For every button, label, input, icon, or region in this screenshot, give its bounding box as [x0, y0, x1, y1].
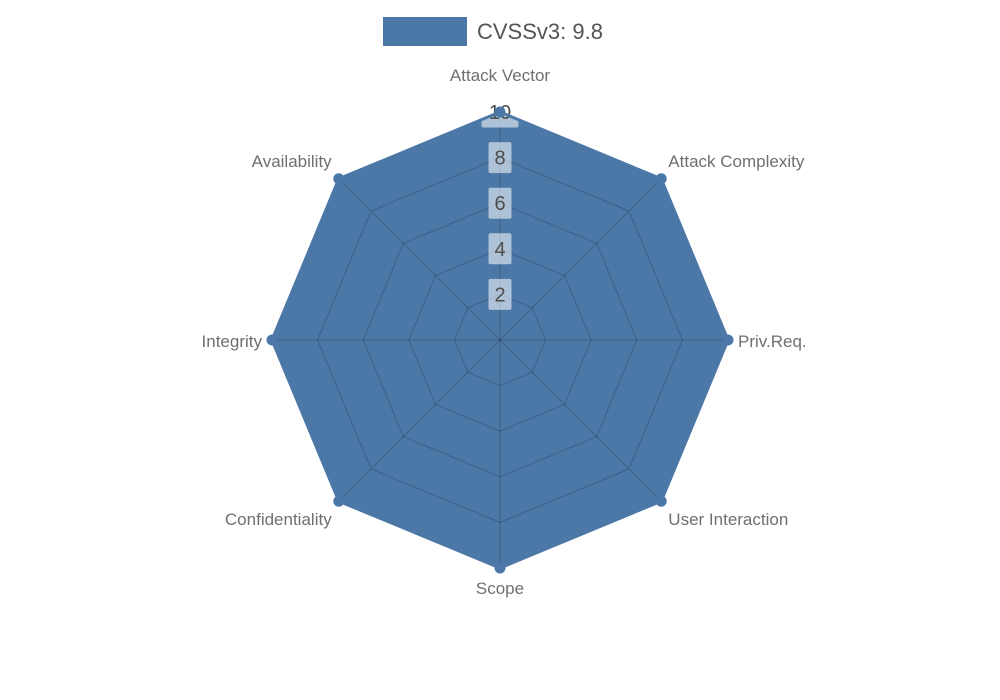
tick-box	[488, 187, 512, 219]
grid-spoke	[499, 178, 662, 341]
axis-label-user-interaction: User Interaction	[668, 510, 788, 529]
grid-spoke	[499, 339, 662, 502]
tick-label: 2	[494, 284, 505, 306]
grid-ring	[453, 293, 547, 387]
tick-box	[488, 142, 512, 174]
series-point	[494, 562, 506, 574]
series-point	[655, 173, 667, 185]
series-point	[333, 495, 345, 507]
tick-label: 8	[494, 148, 505, 170]
tick-box	[488, 233, 512, 265]
series-point	[494, 106, 506, 118]
grid-ring	[362, 202, 638, 478]
legend-swatch	[383, 17, 467, 46]
series-point	[655, 495, 667, 507]
series-point	[333, 173, 345, 185]
axis-label-availability: Availability	[252, 152, 333, 171]
axis-label-attack-vector: Attack Vector	[450, 66, 550, 85]
axis-label-scope: Scope	[476, 579, 524, 598]
axis-label-attack-complexity: Attack Complexity	[668, 152, 805, 171]
grid-spoke	[338, 339, 501, 502]
axis-label-confidentiality: Confidentiality	[225, 510, 332, 529]
tick-label: 4	[494, 239, 505, 261]
axis-label-priv-req: Priv.Req.	[738, 332, 807, 351]
grid-ring	[317, 157, 683, 523]
tick-box	[488, 278, 512, 310]
grid-ring	[408, 248, 592, 432]
series-point	[266, 334, 278, 346]
legend: CVSSv3: 9.8	[383, 17, 603, 46]
axis-label-integrity: Integrity	[202, 332, 263, 351]
legend-label: CVSSv3: 9.8	[477, 18, 603, 44]
tick-label: 6	[494, 193, 505, 215]
grid-spoke	[338, 178, 501, 341]
series-point	[722, 334, 734, 346]
series-area	[272, 112, 728, 568]
